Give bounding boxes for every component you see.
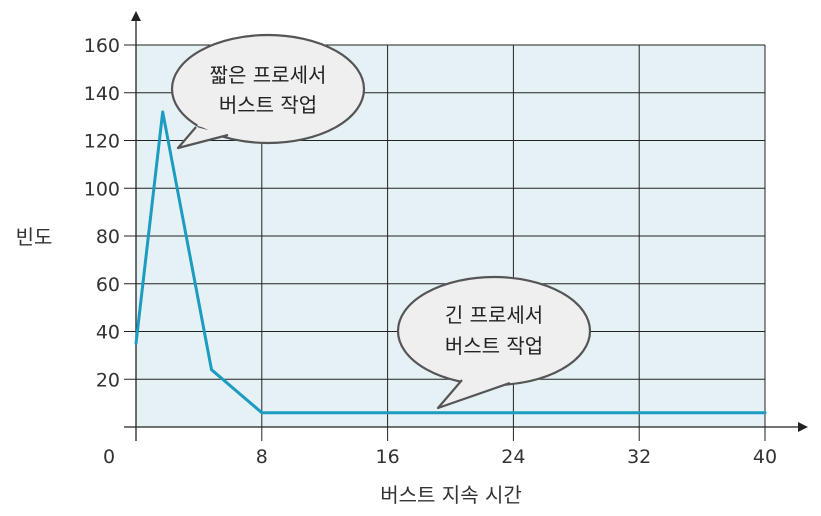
x-tick-label: 32	[627, 446, 651, 468]
y-tick-label: 160	[84, 35, 120, 57]
series-lines	[134, 110, 767, 415]
y-tick-label: 120	[84, 131, 120, 153]
speech-bubble-body	[396, 275, 592, 387]
y-axis-label: 빈도	[16, 225, 53, 249]
y-tick-label: 100	[84, 178, 120, 200]
speech-bubble-seam	[197, 122, 227, 134]
x-tick-label: 0	[103, 446, 115, 468]
tick-labels: 20 40 60 80 100 120 140 160 0 8 16 24 32 40	[84, 35, 777, 468]
x-tick-label: 24	[501, 446, 525, 468]
y-tick-label: 40	[96, 322, 120, 344]
annotation-label: 긴 프로세서	[445, 303, 543, 327]
x-axis-label: 버스트 지속 시간	[380, 483, 522, 507]
y-tick-label: 60	[96, 274, 120, 296]
annotation-label: 짧은 프로세서	[210, 63, 327, 87]
speech-bubble-body	[170, 33, 366, 145]
x-tick-label: 16	[376, 446, 400, 468]
speech-bubble-tail	[176, 126, 229, 150]
y-tick-label: 20	[96, 369, 120, 391]
speech-bubble-tail	[436, 379, 511, 410]
x-tick-label: 40	[753, 446, 777, 468]
speech-bubble-seam	[463, 375, 509, 382]
y-tick-label: 80	[96, 226, 120, 248]
y-tick-label: 140	[84, 83, 120, 105]
x-tick-label: 8	[256, 446, 268, 468]
annotation-label: 버스트 작업	[445, 334, 543, 358]
annotation-label: 버스트 작업	[219, 93, 317, 117]
series-line	[134, 110, 767, 415]
axes	[124, 11, 808, 441]
